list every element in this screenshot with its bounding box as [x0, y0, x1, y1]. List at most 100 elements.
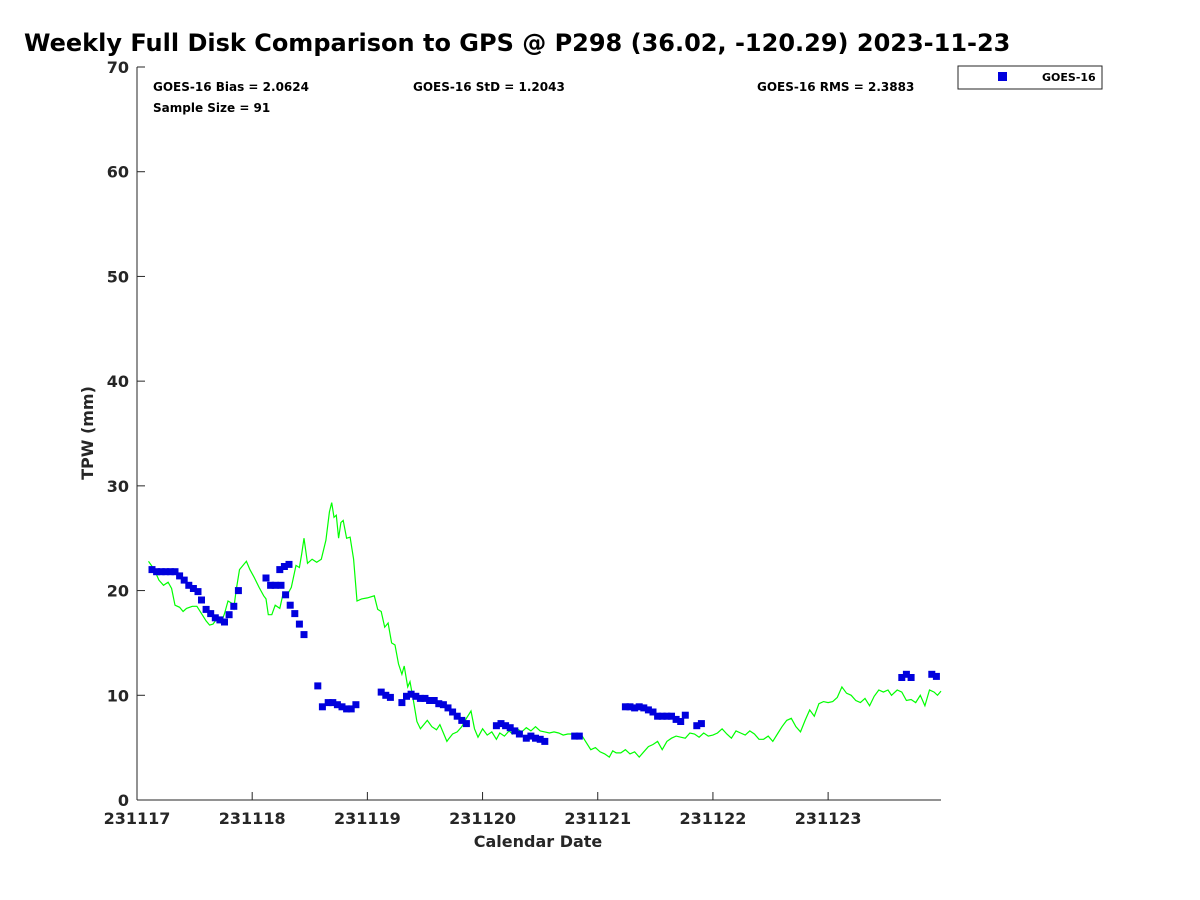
- goes-point: [282, 591, 290, 599]
- goes-point: [300, 631, 308, 639]
- goes-point: [386, 693, 394, 701]
- goes-point: [506, 724, 514, 732]
- goes-point: [626, 703, 634, 711]
- legend: GOES-16: [957, 65, 1103, 90]
- x-tick-label: 231121: [564, 809, 631, 828]
- goes-point: [352, 701, 360, 709]
- goes-point: [649, 708, 657, 716]
- goes-point: [511, 727, 519, 735]
- goes-point: [207, 610, 215, 618]
- x-tick-label: 231119: [334, 809, 401, 828]
- goes-point: [291, 610, 299, 618]
- goes-series: [148, 560, 940, 745]
- goes-point: [527, 732, 535, 740]
- goes-point: [403, 692, 410, 700]
- goes-point: [234, 587, 242, 595]
- goes-point: [225, 611, 233, 619]
- goes-point: [211, 614, 219, 622]
- goes-point: [693, 722, 701, 730]
- goes-point: [571, 732, 579, 740]
- x-tick-label: 231123: [795, 809, 862, 828]
- x-tick-label: 231117: [104, 809, 171, 828]
- y-tick-label: 60: [107, 163, 129, 182]
- y-tick-label: 50: [107, 267, 129, 286]
- goes-point: [430, 697, 438, 704]
- goes-point: [295, 620, 303, 628]
- goes-point: [444, 704, 452, 712]
- goes-point: [654, 712, 662, 720]
- goes-point: [377, 688, 385, 696]
- x-tick-label: 231122: [680, 809, 747, 828]
- goes-point: [166, 568, 174, 576]
- goes-point: [672, 715, 680, 723]
- goes-point: [286, 601, 294, 609]
- goes-point: [176, 572, 184, 580]
- goes-point: [621, 703, 629, 711]
- legend-label: GOES-16: [1042, 71, 1096, 84]
- goes-point: [502, 722, 510, 730]
- goes-point: [697, 720, 705, 728]
- goes-point: [285, 560, 293, 568]
- goes-point: [677, 718, 685, 725]
- goes-point: [230, 602, 238, 610]
- goes-point: [426, 697, 434, 704]
- goes-point: [180, 576, 188, 584]
- goes-point: [522, 734, 530, 742]
- chart-title: Weekly Full Disk Comparison to GPS @ P29…: [24, 29, 1011, 57]
- goes-point: [343, 705, 351, 713]
- goes-point: [439, 701, 447, 709]
- goes-point: [541, 737, 549, 745]
- x-axis-title: Calendar Date: [474, 832, 603, 851]
- goes-point: [318, 703, 326, 711]
- goes-point: [640, 704, 648, 712]
- goes-point: [198, 596, 205, 604]
- gps-series: [148, 502, 942, 759]
- goes-point: [412, 692, 420, 700]
- goes-point: [153, 568, 161, 576]
- goes-point: [324, 699, 332, 707]
- goes-point: [347, 705, 355, 713]
- goes-point: [497, 720, 505, 728]
- goes-point: [898, 674, 906, 681]
- y-tick-label: 40: [107, 372, 129, 391]
- std-stat: GOES-16 StD = 1.2043: [413, 80, 565, 94]
- goes-point: [932, 672, 940, 680]
- goes-point: [277, 581, 285, 589]
- goes-point: [267, 581, 275, 589]
- goes-point: [928, 670, 936, 678]
- y-tick-label: 0: [118, 791, 129, 810]
- goes-point: [644, 706, 652, 714]
- goes-point: [462, 720, 470, 728]
- goes-point: [492, 722, 500, 730]
- goes-point: [631, 704, 639, 712]
- goes-point: [276, 566, 284, 574]
- goes-point: [171, 568, 179, 576]
- goes-point: [515, 730, 523, 738]
- legend-marker: [998, 72, 1007, 81]
- goes-point: [532, 734, 539, 742]
- x-tick-label: 231118: [219, 809, 286, 828]
- goes-point: [382, 691, 390, 699]
- goes-point: [681, 711, 689, 719]
- goes-point: [449, 708, 457, 716]
- rms-stat: GOES-16 RMS = 2.3883: [757, 80, 914, 94]
- goes-point: [407, 690, 415, 698]
- goes-point: [536, 735, 544, 743]
- goes-point: [663, 712, 671, 720]
- goes-point: [221, 618, 228, 626]
- goes-point: [202, 605, 210, 613]
- goes-point: [453, 712, 461, 720]
- goes-point: [280, 563, 288, 570]
- y-tick-label: 20: [107, 582, 129, 601]
- goes-point: [907, 674, 915, 681]
- goes-point: [338, 703, 346, 711]
- goes-point: [189, 585, 197, 592]
- y-tick-label: 30: [107, 477, 129, 496]
- y-axis-title: TPW (mm): [78, 386, 97, 480]
- goes-point: [435, 700, 443, 708]
- gps-line: [148, 502, 942, 759]
- goes-point: [194, 588, 202, 596]
- goes-point: [162, 568, 170, 576]
- goes-point: [458, 716, 466, 724]
